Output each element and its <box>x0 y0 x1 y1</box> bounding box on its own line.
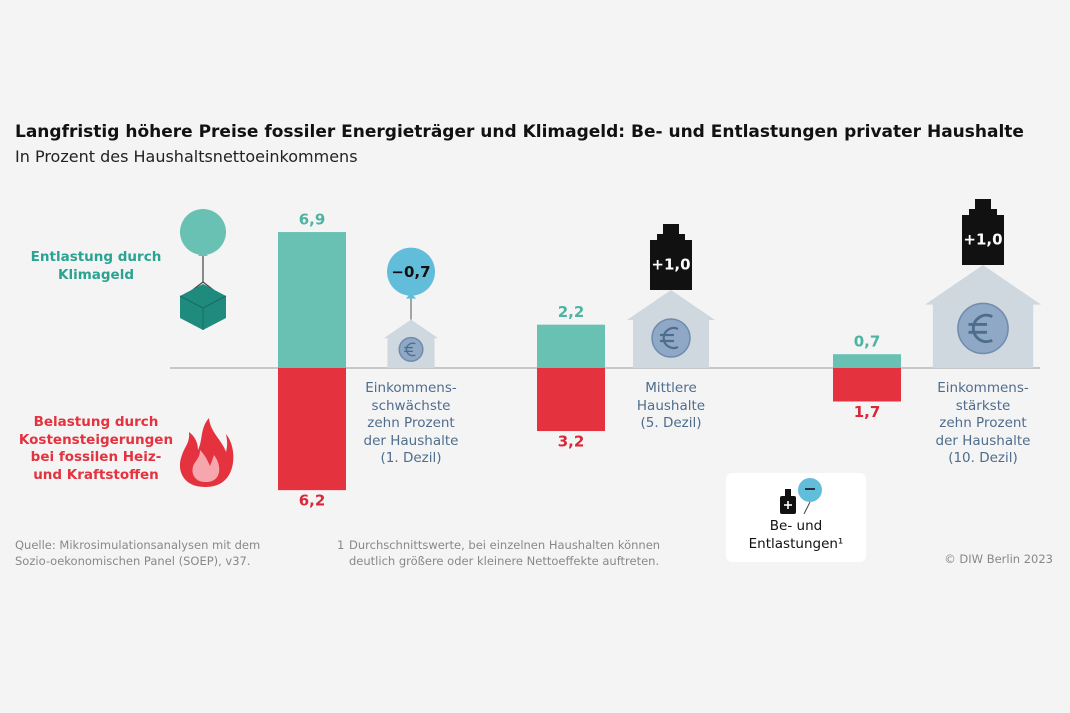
value-label: 3,2 <box>558 433 585 451</box>
coin <box>398 336 424 362</box>
euro-sign <box>968 313 993 344</box>
net-legend-label: Be- und Entlastungen¹ <box>748 518 844 552</box>
coin <box>957 302 1009 355</box>
burden-bar <box>278 368 346 491</box>
relief-bar <box>278 232 346 368</box>
relief-bar <box>833 354 901 368</box>
chart-subtitle: In Prozent des Haushaltsnettoeinkommens <box>15 147 358 166</box>
net-label: −0,7 <box>391 263 430 281</box>
value-label: 6,2 <box>299 492 326 510</box>
net-label: +1,0 <box>963 231 1002 249</box>
relief-bar <box>537 324 605 368</box>
footnote-text: Durchschnittswerte, bei einzelnen Hausha… <box>349 538 661 569</box>
net-label: +1,0 <box>651 256 690 274</box>
value-label: 6,9 <box>299 211 326 229</box>
net-weight <box>650 224 692 290</box>
coin <box>651 318 691 358</box>
burden-bar <box>833 368 901 402</box>
legend-burden: Belastung durch Kostensteigerungen bei f… <box>18 414 174 483</box>
legend-relief: Entlastung durch Klimageld <box>30 249 162 283</box>
footnote-marker: 1 <box>337 538 345 552</box>
category-label: Einkommens- stärkste zehn Prozent der Ha… <box>935 380 1031 467</box>
balloon-knot <box>406 292 416 299</box>
flame-icon <box>179 418 234 487</box>
burden-bar <box>537 368 605 432</box>
balloon-icon <box>179 209 227 330</box>
copyright: © DIW Berlin 2023 <box>944 552 1053 566</box>
euro-sign <box>404 342 416 357</box>
euro-sign <box>660 326 679 350</box>
chart-title: Langfristig höhere Preise fossiler Energ… <box>15 122 1024 142</box>
value-label: 2,2 <box>558 303 585 321</box>
net-weight <box>962 199 1004 266</box>
value-label: 0,7 <box>854 333 881 351</box>
source-note: Quelle: Mikrosimulationsanalysen mit dem… <box>15 538 261 569</box>
net-balloon <box>387 247 435 296</box>
value-label: 1,7 <box>854 403 881 421</box>
net-legend-box <box>726 473 866 562</box>
category-label: Einkommens- schwächste zehn Prozent der … <box>363 380 459 467</box>
category-label: Mittlere Haushalte (5. Dezil) <box>636 380 706 432</box>
